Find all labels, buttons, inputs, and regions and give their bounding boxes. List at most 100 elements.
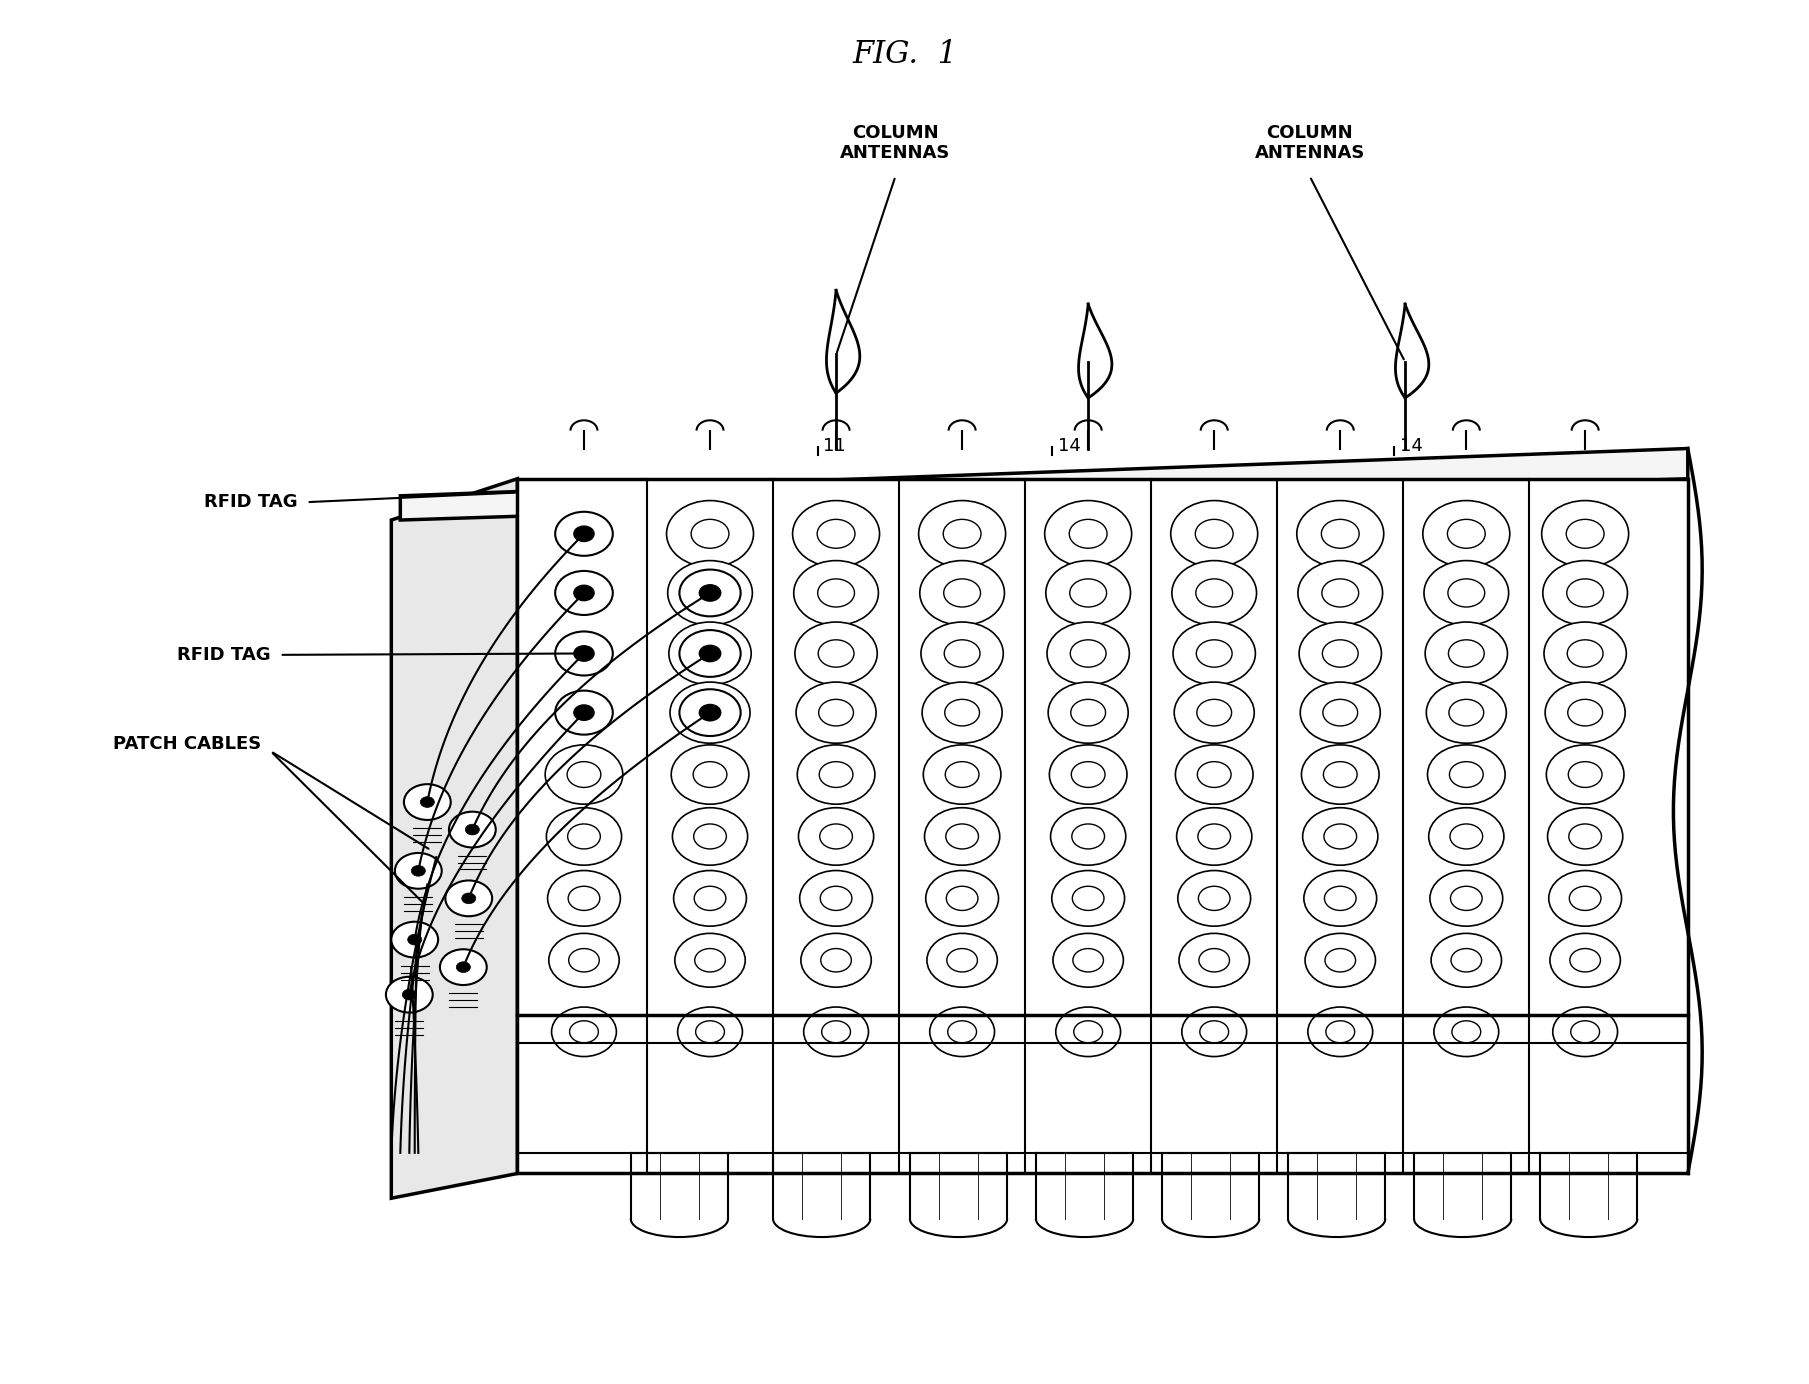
Circle shape bbox=[1324, 761, 1357, 787]
Circle shape bbox=[1196, 519, 1234, 548]
Circle shape bbox=[1179, 933, 1250, 987]
Circle shape bbox=[1326, 1021, 1355, 1042]
Circle shape bbox=[391, 922, 438, 958]
Circle shape bbox=[1047, 621, 1129, 685]
Circle shape bbox=[1567, 639, 1603, 667]
Circle shape bbox=[944, 699, 979, 727]
Circle shape bbox=[1567, 519, 1605, 548]
Circle shape bbox=[1449, 699, 1483, 727]
Circle shape bbox=[1424, 501, 1511, 567]
Circle shape bbox=[1547, 808, 1623, 865]
Circle shape bbox=[1453, 1021, 1482, 1042]
Circle shape bbox=[546, 808, 622, 865]
Text: RFID TAG: RFID TAG bbox=[177, 646, 271, 664]
Circle shape bbox=[1176, 808, 1252, 865]
Circle shape bbox=[545, 745, 622, 804]
Circle shape bbox=[555, 631, 613, 675]
Circle shape bbox=[1299, 621, 1382, 685]
Circle shape bbox=[1304, 933, 1375, 987]
Circle shape bbox=[394, 853, 441, 889]
Circle shape bbox=[568, 948, 599, 972]
Circle shape bbox=[1308, 1008, 1373, 1056]
Circle shape bbox=[1069, 519, 1107, 548]
Circle shape bbox=[1297, 501, 1384, 567]
Circle shape bbox=[1425, 621, 1507, 685]
Circle shape bbox=[1424, 561, 1509, 626]
Circle shape bbox=[1198, 761, 1232, 787]
Circle shape bbox=[1324, 886, 1357, 911]
Circle shape bbox=[695, 886, 725, 911]
Circle shape bbox=[1073, 886, 1103, 911]
Circle shape bbox=[1302, 808, 1378, 865]
Circle shape bbox=[798, 745, 876, 804]
Circle shape bbox=[1552, 1008, 1617, 1056]
Circle shape bbox=[1297, 561, 1382, 626]
Circle shape bbox=[1172, 621, 1255, 685]
Circle shape bbox=[693, 823, 727, 848]
Circle shape bbox=[819, 699, 854, 727]
Circle shape bbox=[919, 501, 1006, 567]
Circle shape bbox=[1451, 948, 1482, 972]
Circle shape bbox=[923, 745, 1000, 804]
Circle shape bbox=[680, 689, 740, 736]
Circle shape bbox=[946, 761, 979, 787]
Circle shape bbox=[794, 621, 877, 685]
Text: COLUMN
ANTENNAS: COLUMN ANTENNAS bbox=[1254, 123, 1364, 162]
Circle shape bbox=[552, 1008, 617, 1056]
Circle shape bbox=[1322, 699, 1359, 727]
Circle shape bbox=[696, 1021, 724, 1042]
Circle shape bbox=[1046, 561, 1131, 626]
Circle shape bbox=[1570, 948, 1601, 972]
Circle shape bbox=[1322, 639, 1359, 667]
Circle shape bbox=[1051, 808, 1125, 865]
Circle shape bbox=[942, 519, 980, 548]
Text: FIG.  1: FIG. 1 bbox=[852, 39, 957, 69]
Circle shape bbox=[930, 1008, 995, 1056]
Circle shape bbox=[1071, 699, 1105, 727]
Circle shape bbox=[693, 761, 727, 787]
Circle shape bbox=[566, 761, 601, 787]
Circle shape bbox=[800, 871, 872, 926]
Circle shape bbox=[1069, 579, 1107, 608]
Circle shape bbox=[821, 948, 852, 972]
Circle shape bbox=[1170, 501, 1257, 567]
Circle shape bbox=[555, 512, 613, 556]
Circle shape bbox=[1449, 639, 1483, 667]
Text: 14: 14 bbox=[1400, 437, 1422, 455]
Circle shape bbox=[693, 699, 727, 727]
Circle shape bbox=[1198, 699, 1232, 727]
Circle shape bbox=[818, 519, 856, 548]
Circle shape bbox=[819, 761, 854, 787]
Circle shape bbox=[449, 811, 496, 847]
Circle shape bbox=[1549, 871, 1621, 926]
Circle shape bbox=[668, 561, 753, 626]
Circle shape bbox=[465, 825, 479, 835]
Circle shape bbox=[1301, 682, 1380, 743]
Circle shape bbox=[675, 933, 745, 987]
Circle shape bbox=[1198, 886, 1230, 911]
Circle shape bbox=[407, 934, 421, 945]
Circle shape bbox=[1570, 1021, 1599, 1042]
Circle shape bbox=[796, 682, 876, 743]
Circle shape bbox=[1541, 501, 1628, 567]
Circle shape bbox=[1568, 823, 1601, 848]
Circle shape bbox=[568, 886, 601, 911]
Circle shape bbox=[1049, 745, 1127, 804]
Circle shape bbox=[924, 808, 1000, 865]
Text: 11: 11 bbox=[823, 437, 847, 455]
Circle shape bbox=[798, 808, 874, 865]
Circle shape bbox=[1451, 823, 1483, 848]
Circle shape bbox=[673, 808, 747, 865]
Circle shape bbox=[691, 519, 729, 548]
Circle shape bbox=[693, 639, 727, 667]
Circle shape bbox=[1073, 948, 1103, 972]
Circle shape bbox=[819, 823, 852, 848]
Circle shape bbox=[792, 501, 879, 567]
Polygon shape bbox=[391, 479, 517, 1199]
Circle shape bbox=[794, 561, 879, 626]
Circle shape bbox=[691, 579, 729, 608]
Circle shape bbox=[402, 990, 416, 1001]
Circle shape bbox=[1322, 579, 1359, 608]
Circle shape bbox=[944, 579, 980, 608]
Circle shape bbox=[1071, 823, 1105, 848]
